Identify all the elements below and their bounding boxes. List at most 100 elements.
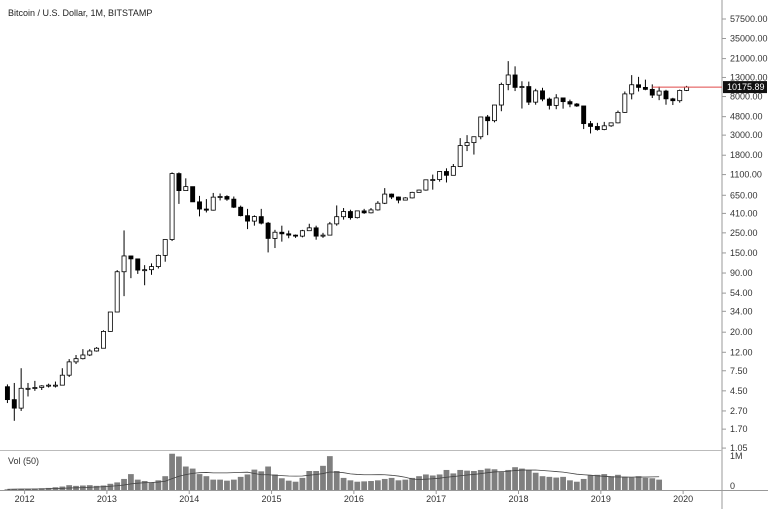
candle[interactable] (347, 209, 353, 220)
candle[interactable] (135, 258, 141, 274)
candle[interactable] (622, 91, 628, 113)
candle[interactable] (32, 380, 38, 391)
candle[interactable] (203, 199, 209, 213)
candle[interactable] (423, 179, 429, 191)
candle[interactable] (217, 193, 223, 201)
candle[interactable] (567, 99, 573, 108)
candle[interactable] (649, 84, 655, 99)
candle[interactable] (313, 225, 319, 240)
candle[interactable] (224, 195, 230, 201)
candle[interactable] (533, 88, 539, 105)
candle[interactable] (540, 87, 545, 102)
candle[interactable] (402, 197, 408, 201)
candle[interactable] (25, 382, 31, 397)
candle[interactable] (546, 97, 552, 110)
candle[interactable] (437, 171, 443, 182)
candle[interactable] (327, 221, 333, 236)
candle[interactable] (505, 61, 511, 91)
candle[interactable] (142, 265, 148, 286)
candle[interactable] (519, 81, 525, 109)
candle[interactable] (190, 186, 196, 203)
candle[interactable] (101, 330, 106, 349)
candle[interactable] (46, 383, 52, 388)
candle[interactable] (107, 311, 113, 332)
candle[interactable] (512, 66, 518, 92)
candle[interactable] (59, 368, 65, 386)
candle[interactable] (430, 174, 436, 190)
candle[interactable] (265, 221, 271, 253)
time-axis[interactable]: 2012 2013 2014 2015 2016 2017 2018 2019 2020 (15, 490, 694, 504)
candle[interactable] (416, 189, 422, 193)
candle[interactable] (18, 368, 24, 411)
candle[interactable] (492, 104, 497, 123)
candle[interactable] (471, 136, 477, 155)
candle[interactable] (574, 103, 580, 107)
candle[interactable] (87, 349, 93, 357)
candle[interactable] (464, 135, 470, 152)
candle[interactable] (272, 229, 278, 249)
price-axis[interactable]: 57500.00 35000.00 21000.00 13000.00 8000.00 4… (722, 14, 768, 491)
candle[interactable] (210, 192, 216, 211)
candle[interactable] (245, 208, 250, 230)
candle[interactable] (636, 76, 642, 92)
candle[interactable] (231, 196, 237, 209)
candle[interactable] (11, 382, 17, 421)
candle[interactable] (615, 110, 621, 124)
candle[interactable] (121, 230, 127, 297)
candle[interactable] (114, 270, 120, 313)
candle[interactable] (183, 178, 189, 192)
candle[interactable] (478, 116, 484, 140)
candle[interactable] (670, 97, 676, 106)
candle[interactable] (162, 239, 168, 262)
candle[interactable] (279, 225, 285, 242)
candle[interactable] (498, 82, 504, 112)
candle[interactable] (389, 193, 395, 200)
candle[interactable] (375, 201, 381, 211)
candle[interactable] (341, 208, 347, 220)
candle[interactable] (656, 86, 662, 101)
candle[interactable] (409, 191, 415, 199)
candle[interactable] (155, 254, 161, 269)
candle[interactable] (663, 89, 669, 105)
candle[interactable] (457, 138, 463, 168)
candle[interactable] (306, 223, 312, 232)
candle[interactable] (629, 75, 635, 100)
candle[interactable] (361, 208, 367, 214)
candle[interactable] (128, 255, 134, 279)
candle[interactable] (677, 89, 683, 103)
candle[interactable] (258, 208, 264, 225)
candle[interactable] (39, 385, 45, 390)
candle[interactable] (176, 172, 182, 204)
candle[interactable] (197, 195, 202, 217)
candle[interactable] (608, 122, 614, 127)
candle[interactable] (334, 205, 340, 226)
candle[interactable] (286, 230, 292, 239)
candle[interactable] (73, 354, 79, 365)
candle[interactable] (526, 81, 532, 106)
candle[interactable] (588, 120, 593, 134)
candle[interactable] (251, 215, 257, 226)
candle[interactable] (444, 168, 449, 183)
candle[interactable] (354, 210, 360, 219)
candle[interactable] (149, 263, 154, 275)
candle[interactable] (553, 94, 559, 110)
candle[interactable] (4, 384, 10, 404)
candle[interactable] (450, 163, 456, 176)
candle[interactable] (169, 172, 175, 242)
candle[interactable] (581, 105, 587, 130)
candle[interactable] (594, 122, 600, 131)
candle[interactable] (368, 208, 374, 214)
candle[interactable] (601, 121, 607, 131)
candle[interactable] (299, 229, 305, 238)
candle[interactable] (94, 347, 100, 352)
candle[interactable] (382, 188, 388, 205)
candle[interactable] (395, 196, 401, 204)
candle[interactable] (52, 381, 58, 388)
candle[interactable] (560, 97, 566, 109)
candle[interactable] (642, 79, 648, 91)
candle[interactable] (66, 359, 72, 377)
candle[interactable] (485, 114, 491, 136)
candle[interactable] (80, 349, 86, 360)
candle[interactable] (320, 232, 326, 238)
candle[interactable] (238, 205, 244, 217)
